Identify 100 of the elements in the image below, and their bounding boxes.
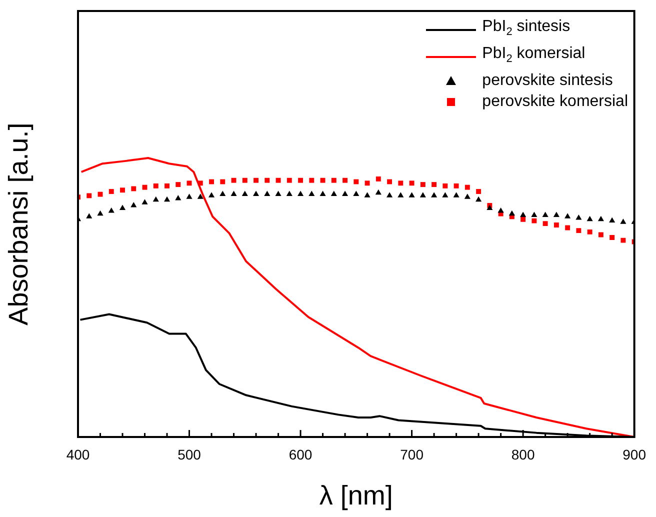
x-axis-title: λ [nm]: [319, 480, 393, 510]
point: [453, 192, 460, 198]
point: [331, 178, 336, 183]
point: [531, 212, 538, 217]
point: [197, 194, 204, 199]
point: [432, 182, 437, 187]
point: [131, 186, 136, 192]
point: [153, 183, 158, 188]
point: [386, 192, 393, 198]
point: [398, 180, 404, 186]
point: [565, 225, 570, 230]
point: [176, 182, 181, 187]
point: [542, 221, 548, 226]
point: [464, 194, 470, 199]
point: [520, 212, 526, 217]
point: [353, 190, 360, 196]
point: [330, 190, 337, 196]
point: [198, 180, 203, 186]
point: [286, 190, 292, 196]
x-tick-label: 900: [622, 446, 646, 462]
point: [598, 232, 604, 238]
point: [476, 189, 482, 194]
point: [230, 190, 237, 196]
point: [375, 189, 382, 195]
point: [442, 192, 448, 198]
legend-label: perovskite sintesis: [482, 71, 613, 92]
point: [408, 192, 415, 198]
point: [142, 184, 148, 190]
point: [587, 229, 592, 234]
point: [220, 179, 226, 184]
x-tick-label: 600: [288, 446, 312, 462]
point: [142, 199, 148, 204]
point: [152, 196, 159, 202]
point: [553, 212, 560, 217]
point: [175, 194, 182, 200]
point: [464, 184, 470, 190]
point: [108, 208, 114, 213]
point: [387, 179, 392, 184]
point: [354, 179, 359, 184]
point: [398, 192, 404, 198]
point: [364, 180, 370, 186]
point: [420, 182, 426, 187]
point: [609, 217, 616, 223]
point: [620, 218, 626, 224]
point: [564, 213, 571, 218]
point: [242, 178, 248, 183]
point: [119, 204, 126, 210]
point: [454, 183, 459, 188]
point: [409, 180, 414, 186]
point: [309, 178, 314, 183]
legend-label: PbI$_{2}$ sintesis: [482, 17, 570, 40]
point: [320, 190, 326, 196]
point: [208, 192, 215, 198]
point: [298, 178, 304, 183]
point: [420, 192, 426, 198]
y-axis-title: Absorbansi [a.u.]: [4, 122, 34, 326]
point: [620, 238, 626, 243]
point: [164, 183, 170, 188]
point: [431, 192, 438, 198]
legend-label: perovskite komersial: [482, 92, 628, 112]
point: [576, 228, 582, 234]
point: [320, 178, 326, 183]
point: [286, 178, 292, 183]
point: [532, 218, 537, 224]
point: [86, 193, 92, 198]
point: [186, 180, 192, 186]
point: [376, 176, 381, 182]
point: [476, 196, 482, 202]
point: [231, 178, 236, 183]
x-tick-label: 500: [178, 446, 202, 462]
point: [264, 190, 270, 196]
point: [242, 190, 248, 196]
point: [576, 214, 582, 220]
point: [108, 189, 114, 194]
point: [342, 178, 348, 183]
point: [254, 178, 258, 183]
point: [120, 188, 125, 193]
point: [520, 216, 526, 222]
point: [186, 194, 192, 199]
point: [308, 190, 315, 196]
point: [209, 179, 214, 184]
point: [542, 212, 548, 217]
point: [276, 178, 281, 183]
point: [342, 190, 348, 196]
point: [364, 192, 370, 198]
point: [297, 190, 304, 196]
point: [442, 183, 448, 188]
point: [598, 216, 604, 222]
point: [97, 210, 104, 216]
point: [130, 202, 137, 208]
point: [98, 192, 103, 197]
point: [86, 213, 92, 218]
point: [498, 208, 504, 213]
point: [610, 235, 615, 240]
point: [164, 196, 170, 202]
point: [554, 222, 559, 228]
point: [252, 190, 260, 196]
point: [264, 178, 270, 183]
point: [508, 210, 515, 216]
point: [586, 216, 593, 222]
